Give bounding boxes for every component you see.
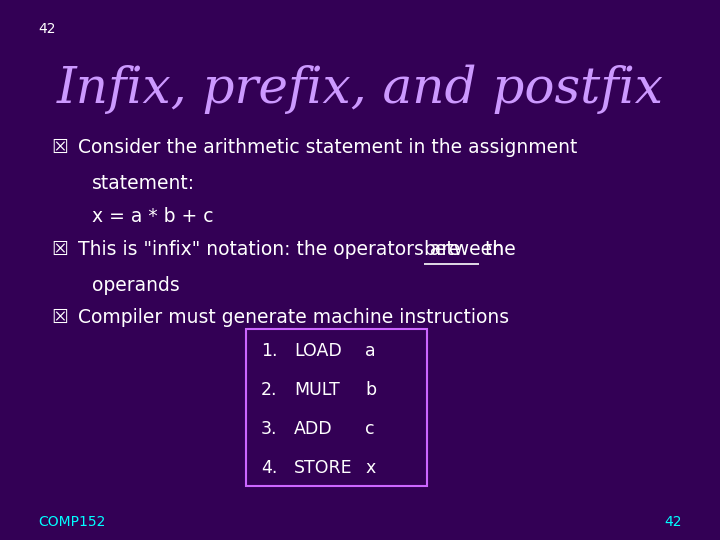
Text: ☒: ☒ <box>51 138 68 157</box>
Text: MULT: MULT <box>294 381 340 399</box>
Text: Consider the arithmetic statement in the assignment: Consider the arithmetic statement in the… <box>78 138 577 157</box>
Text: 42: 42 <box>38 22 55 36</box>
Text: x = a * b + c: x = a * b + c <box>91 207 213 226</box>
Text: between: between <box>424 240 505 259</box>
Text: 42: 42 <box>665 515 682 529</box>
Text: operands: operands <box>91 276 179 295</box>
Text: 3.: 3. <box>261 420 277 438</box>
Text: b: b <box>365 381 377 399</box>
Text: 4.: 4. <box>261 460 277 477</box>
Text: x: x <box>365 460 376 477</box>
Text: the: the <box>480 240 516 259</box>
Text: 2.: 2. <box>261 381 277 399</box>
Text: COMP152: COMP152 <box>38 515 105 529</box>
Text: ☒: ☒ <box>51 240 68 259</box>
Text: c: c <box>365 420 375 438</box>
Text: statement:: statement: <box>91 174 194 193</box>
Text: ADD: ADD <box>294 420 333 438</box>
Text: a: a <box>365 342 376 360</box>
Text: LOAD: LOAD <box>294 342 342 360</box>
Bar <box>246 329 427 486</box>
Text: Infix, prefix, and postfix: Infix, prefix, and postfix <box>56 65 664 114</box>
Text: 1.: 1. <box>261 342 277 360</box>
Text: STORE: STORE <box>294 460 353 477</box>
Text: Compiler must generate machine instructions: Compiler must generate machine instructi… <box>78 308 509 327</box>
Text: ☒: ☒ <box>51 308 68 327</box>
Text: This is "infix" notation: the operators are: This is "infix" notation: the operators … <box>78 240 467 259</box>
